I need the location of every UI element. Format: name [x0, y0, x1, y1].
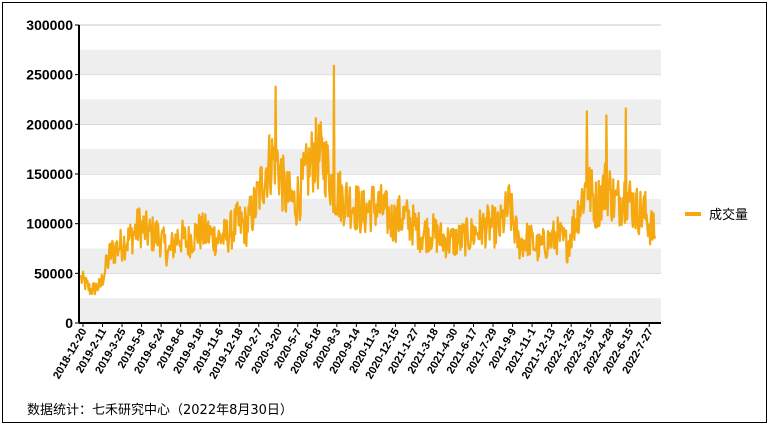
grid-band — [79, 124, 661, 150]
grid-bands — [79, 24, 661, 323]
y-tick-label: 300000 — [26, 17, 73, 33]
y-tick-label: 100000 — [26, 216, 73, 232]
grid-band — [79, 99, 661, 125]
grid-band — [79, 298, 661, 323]
grid-band — [79, 149, 661, 174]
x-axis: 2018-12-202019-2-112019-3-252019-5-92019… — [51, 322, 661, 381]
grid-band — [79, 273, 661, 299]
y-tick-label: 250000 — [26, 67, 73, 83]
legend-label: 成交量 — [709, 207, 748, 223]
line-chart: 0 50000 100000 150000 200000 250000 300000 201… — [26, 17, 748, 418]
series-line-成交量 — [79, 64, 657, 296]
grid-band — [79, 248, 661, 274]
grid-band — [79, 74, 661, 100]
y-tick-label: 200000 — [26, 116, 73, 132]
y-axis: 0 50000 100000 150000 200000 250000 300000 — [26, 17, 80, 331]
grid-band — [79, 174, 661, 199]
source-note: 数据统计：七禾研究中心（2022年8月30日） — [27, 403, 293, 418]
y-tick-label: 0 — [65, 315, 73, 331]
y-tick-label: 50000 — [34, 265, 73, 281]
series-layer — [79, 64, 657, 296]
grid-band — [79, 25, 661, 50]
legend: 成交量 — [685, 207, 748, 223]
grid-band — [79, 49, 661, 75]
y-tick-label: 150000 — [26, 166, 73, 182]
